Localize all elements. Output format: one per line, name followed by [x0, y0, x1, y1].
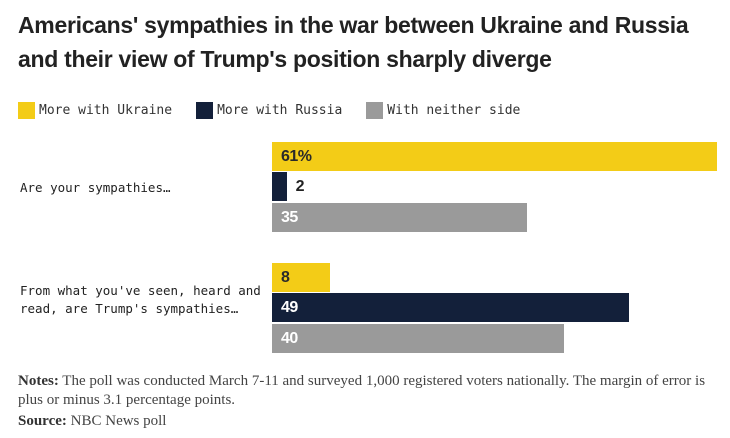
notes: Notes: The poll was conducted March 7-11… [18, 372, 718, 410]
legend: More with Ukraine More with Russia With ne… [18, 102, 544, 119]
legend-swatch [18, 102, 35, 119]
bar: 40 [272, 323, 564, 353]
data-label: 8 [281, 269, 290, 286]
bar: 2 [272, 172, 305, 202]
source-text: NBC News poll [66, 413, 167, 429]
legend-label: More with Ukraine [39, 103, 173, 118]
legend-swatch [366, 102, 384, 119]
source: Source: NBC News poll [18, 413, 166, 430]
data-label: 49 [281, 299, 298, 317]
bar: 35 [272, 202, 528, 232]
data-label: 2 [295, 178, 305, 196]
notes-text: The poll was conducted March 7-11 and su… [18, 373, 706, 408]
chart-title: Americans' sympathies in the war between… [18, 12, 689, 72]
legend-label: With neither side [387, 103, 521, 118]
source-label: Source: [18, 413, 67, 429]
legend-item: More with Russia [196, 102, 342, 119]
legend-item: With neither side [366, 102, 520, 119]
data-label: 40 [281, 329, 298, 347]
data-label: 61% [281, 148, 312, 165]
bar: 49 [272, 293, 630, 323]
legend-swatch [196, 102, 214, 119]
legend-item: More with Ukraine [18, 102, 172, 119]
category-label: Are your sympathies… [20, 180, 171, 195]
category-label: From what you've seen, heard and read, a… [20, 283, 261, 316]
data-label: 35 [281, 208, 298, 226]
notes-label: Notes: [18, 373, 59, 389]
bar: 8 [272, 263, 331, 292]
bar: 61% [272, 142, 717, 171]
legend-label: More with Russia [217, 103, 343, 118]
